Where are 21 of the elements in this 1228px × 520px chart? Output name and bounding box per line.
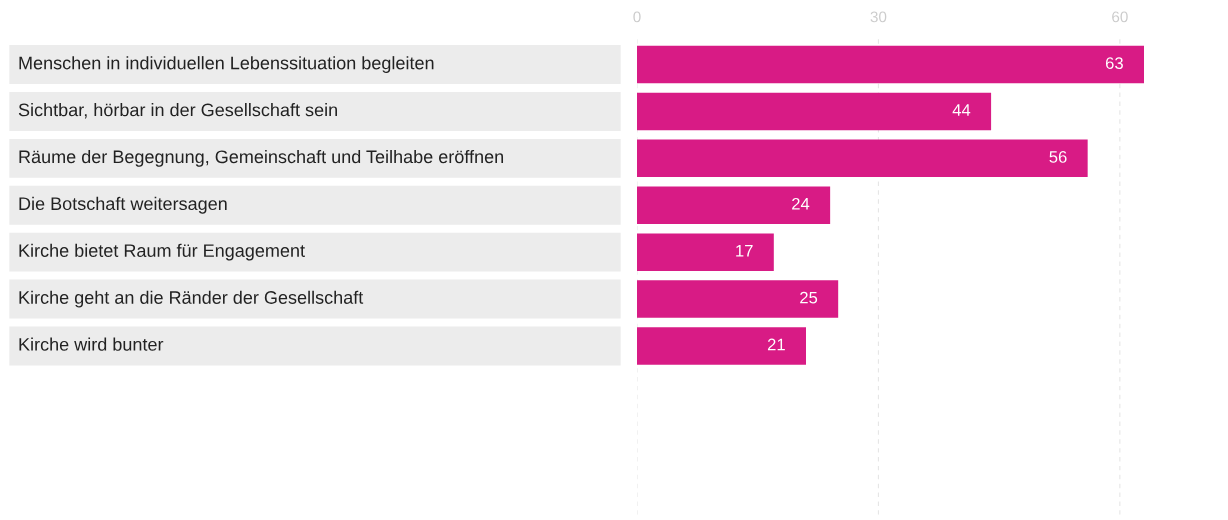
data-label: 24 [792, 197, 810, 210]
y-tick-label: Kirche bietet Raum für Engagement [19, 243, 305, 261]
data-label: 21 [767, 338, 785, 351]
data-label: 63 [1105, 57, 1123, 70]
bar [637, 92, 992, 131]
data-label: 25 [800, 291, 818, 304]
data-label: 56 [1049, 151, 1067, 163]
y-tick-label: Die Botschaft weitersagen [19, 196, 227, 214]
y-tick-label: Räume der Begegnung, Gemeinschaft und Teilhabe eröffnen [19, 149, 504, 167]
bar [637, 233, 774, 271]
data-label: 44 [952, 104, 971, 116]
bar [637, 280, 839, 318]
bar [637, 139, 1088, 178]
y-tick-label: Sichtbar, hörbar in der Gesellschaft sein [18, 103, 337, 119]
y-tick-label: Menschen in individuellen Lebenssituation begleiten [19, 56, 434, 73]
y-tick-label: Kirche wird bunter [19, 337, 164, 351]
bar [637, 327, 806, 365]
data-label: 17 [736, 244, 753, 257]
bar [637, 45, 1144, 84]
bar [637, 186, 831, 225]
y-tick-label: Kirche geht an die Ränder der Gesellschaft [19, 290, 364, 308]
